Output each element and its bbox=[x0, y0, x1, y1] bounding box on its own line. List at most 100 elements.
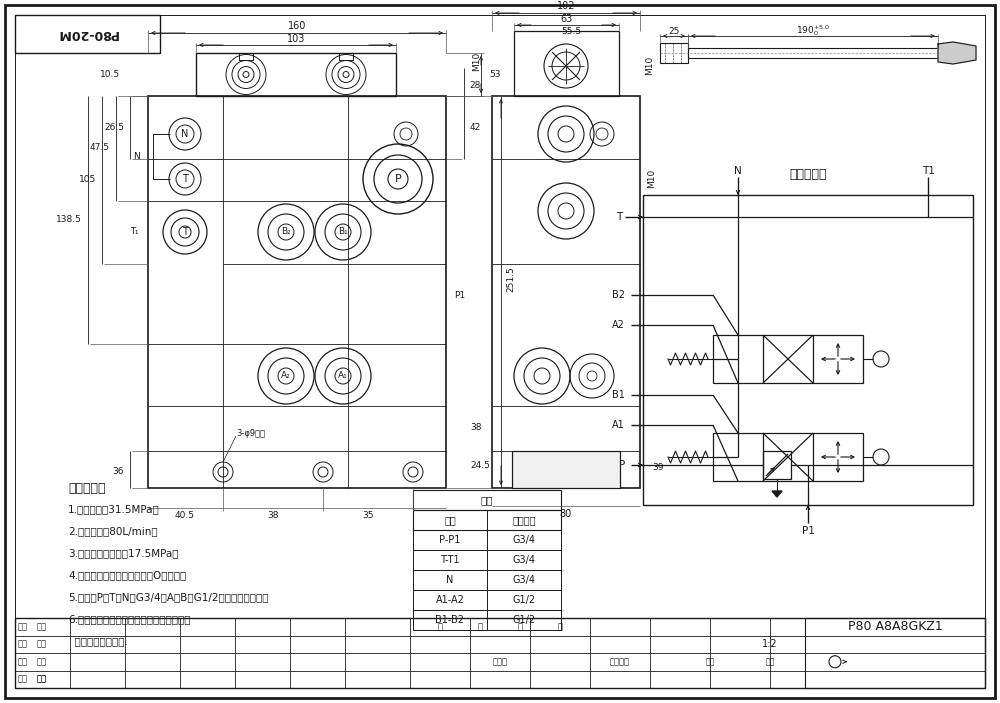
Bar bbox=[413, 490, 561, 510]
Text: P80 A8A8GKZ1: P80 A8A8GKZ1 bbox=[848, 620, 942, 633]
Bar bbox=[763, 451, 791, 479]
Bar bbox=[413, 590, 561, 610]
Text: G1/2: G1/2 bbox=[512, 615, 536, 625]
Bar bbox=[660, 43, 688, 63]
Bar bbox=[413, 510, 561, 530]
Text: G3/4: G3/4 bbox=[512, 535, 536, 545]
Text: G1/2: G1/2 bbox=[512, 595, 536, 605]
Text: T-T1: T-T1 bbox=[440, 555, 460, 565]
Text: 张: 张 bbox=[558, 622, 562, 631]
Text: 审核: 审核 bbox=[18, 640, 28, 649]
Text: 105: 105 bbox=[79, 176, 96, 184]
Bar bbox=[339, 53, 353, 60]
Text: B2: B2 bbox=[612, 290, 625, 300]
Text: P80-20M: P80-20M bbox=[56, 27, 118, 41]
Text: B₁: B₁ bbox=[338, 228, 348, 236]
Bar bbox=[413, 570, 561, 590]
Text: 38: 38 bbox=[470, 423, 482, 432]
Text: 42: 42 bbox=[470, 122, 481, 131]
Text: 102: 102 bbox=[557, 1, 575, 11]
Bar bbox=[713, 335, 863, 383]
Text: 10.5: 10.5 bbox=[100, 70, 120, 79]
Bar bbox=[643, 195, 973, 505]
Text: 1:2: 1:2 bbox=[762, 639, 778, 650]
Text: 160: 160 bbox=[288, 21, 306, 31]
Text: 28: 28 bbox=[469, 82, 480, 91]
Text: 阶段标记: 阶段标记 bbox=[610, 657, 630, 666]
Text: M10: M10 bbox=[473, 51, 482, 70]
Text: 39: 39 bbox=[652, 463, 664, 472]
Bar bbox=[492, 96, 640, 488]
Bar bbox=[713, 433, 863, 481]
Text: 标准化: 标准化 bbox=[492, 657, 508, 666]
Text: 38: 38 bbox=[267, 512, 279, 520]
Text: T: T bbox=[182, 174, 188, 184]
Text: 液压原理图: 液压原理图 bbox=[789, 169, 827, 181]
Text: 共: 共 bbox=[438, 622, 442, 631]
Text: 35: 35 bbox=[362, 512, 374, 520]
Text: M10: M10 bbox=[648, 169, 656, 188]
Text: 80: 80 bbox=[560, 509, 572, 519]
Text: A₂: A₂ bbox=[281, 371, 291, 380]
Bar bbox=[512, 451, 620, 488]
Text: T₁: T₁ bbox=[130, 228, 138, 236]
Bar bbox=[514, 31, 619, 96]
Text: P1: P1 bbox=[802, 526, 814, 536]
Text: P1: P1 bbox=[454, 292, 465, 300]
Polygon shape bbox=[938, 42, 976, 64]
Text: 第: 第 bbox=[518, 622, 522, 631]
Bar bbox=[239, 53, 253, 60]
Text: 接口: 接口 bbox=[444, 515, 456, 525]
Text: N: N bbox=[734, 166, 742, 176]
Bar bbox=[413, 530, 561, 550]
Text: 螺纹规格: 螺纹规格 bbox=[512, 515, 536, 525]
Text: P-P1: P-P1 bbox=[439, 535, 461, 545]
Bar bbox=[512, 451, 620, 488]
Text: B₂: B₂ bbox=[281, 228, 291, 236]
Text: 工艺: 工艺 bbox=[37, 657, 47, 666]
Text: 6.阀体表面磷化处理，安全阀及螺堇镀锌，: 6.阀体表面磷化处理，安全阀及螺堇镀锌， bbox=[68, 614, 190, 624]
Text: B1: B1 bbox=[612, 390, 625, 400]
Text: N: N bbox=[446, 575, 454, 585]
Text: 阀体: 阀体 bbox=[481, 495, 493, 505]
Bar bbox=[413, 550, 561, 570]
Text: 比例: 比例 bbox=[765, 657, 775, 666]
Text: 103: 103 bbox=[287, 34, 305, 44]
Text: 1.公称压力：31.5MPa；: 1.公称压力：31.5MPa； bbox=[68, 504, 160, 514]
Text: 2.公称流量：80L/min；: 2.公称流量：80L/min； bbox=[68, 526, 158, 536]
Bar bbox=[148, 96, 446, 488]
Text: T: T bbox=[616, 212, 622, 222]
Text: A2: A2 bbox=[612, 320, 625, 330]
Text: 40.5: 40.5 bbox=[175, 512, 195, 520]
Text: M10: M10 bbox=[646, 56, 654, 75]
Text: P: P bbox=[619, 460, 625, 470]
Text: 26.5: 26.5 bbox=[104, 122, 124, 131]
Text: A1: A1 bbox=[612, 420, 625, 430]
Text: 251.5: 251.5 bbox=[507, 266, 516, 292]
Text: 63: 63 bbox=[560, 14, 573, 24]
Bar bbox=[15, 618, 985, 688]
Text: 设计: 设计 bbox=[37, 622, 47, 631]
Bar bbox=[413, 610, 561, 630]
Text: 张: 张 bbox=[478, 622, 482, 631]
Text: 4.控制方式：手动控制，前推O型阀杆；: 4.控制方式：手动控制，前推O型阀杆； bbox=[68, 570, 186, 580]
Text: 校对: 校对 bbox=[37, 640, 47, 649]
Bar bbox=[196, 53, 396, 96]
Text: 53: 53 bbox=[489, 70, 501, 79]
Text: 25: 25 bbox=[668, 27, 680, 35]
Text: 支架后盖为铝本色.: 支架后盖为铝本色. bbox=[68, 636, 128, 646]
Text: 55.5: 55.5 bbox=[561, 27, 581, 37]
Polygon shape bbox=[772, 491, 782, 497]
Text: 3.溢流阀调定压力：17.5MPa；: 3.溢流阀调定压力：17.5MPa； bbox=[68, 548, 178, 558]
Text: 24.5: 24.5 bbox=[470, 461, 490, 470]
Text: A1-A2: A1-A2 bbox=[436, 595, 464, 605]
Text: N: N bbox=[181, 129, 189, 139]
Text: T: T bbox=[182, 227, 188, 237]
Text: N: N bbox=[133, 152, 140, 161]
Text: 5.油口：P、T、N为G3/4；A、B为G1/2；均为平面密封；: 5.油口：P、T、N为G3/4；A、B为G1/2；均为平面密封； bbox=[68, 592, 268, 602]
Bar bbox=[15, 15, 160, 53]
Text: T1: T1 bbox=[922, 166, 934, 176]
Text: G3/4: G3/4 bbox=[512, 555, 536, 565]
Text: G3/4: G3/4 bbox=[512, 575, 536, 585]
Text: P: P bbox=[395, 174, 401, 184]
